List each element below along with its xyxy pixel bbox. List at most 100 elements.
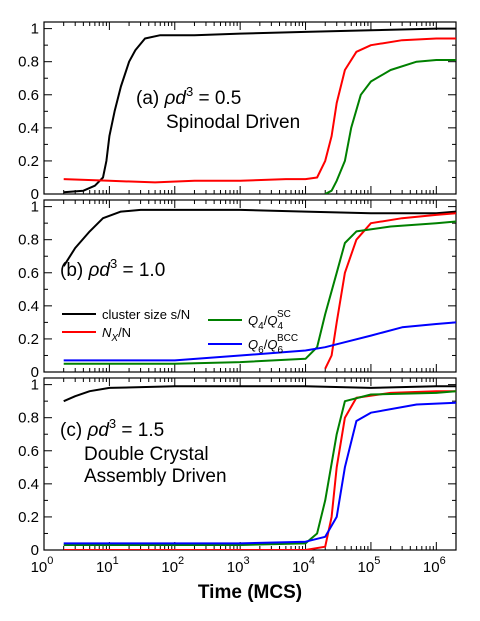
legend-q-num: Q — [248, 313, 258, 328]
legend-q-den-sup: SC — [277, 309, 291, 320]
x-tick-base: 10 — [227, 559, 244, 576]
legend-q-num-sub: 6 — [258, 345, 264, 356]
series-line-cluster — [62, 208, 456, 267]
panel-subtitle: Spinodal Driven — [166, 112, 300, 133]
y-tick-label: 0.2 — [18, 509, 39, 526]
series-line-q6 — [63, 321, 456, 362]
y-tick-label: 0.6 — [18, 87, 39, 104]
x-tick-base: 10 — [31, 559, 48, 576]
x-tick-exp: 2 — [178, 555, 184, 567]
series-line-nx — [63, 390, 456, 550]
panel-label: (b) ρd3 = 1.0 — [60, 256, 165, 281]
y-tick-label: 0.2 — [18, 153, 39, 170]
panel-label-value: = 1.5 — [116, 420, 164, 441]
panel-b: 0 0.2 0.4 0.6 0.8 1 (b) ρd3 = 1.0 cluster size … — [18, 199, 457, 381]
legend-nx-n: N — [102, 325, 112, 340]
y-tick-label: 0 — [31, 542, 39, 559]
panel-label-exp: 3 — [110, 256, 117, 271]
x-axis-title: Time (MCS) — [198, 582, 302, 603]
series-line-q4 — [324, 59, 456, 194]
legend-q-slash: / — [264, 337, 268, 352]
y-tick-label: 0 — [31, 186, 39, 203]
panel-label-rho: ρ — [88, 260, 100, 281]
panel-label-prefix: (b) — [60, 260, 89, 281]
panel-subtitle: Double Crystal — [84, 444, 209, 465]
legend-nx-den: /N — [118, 325, 131, 340]
x-tick-exp: 4 — [309, 555, 315, 567]
panel-subtitle: Assembly Driven — [84, 466, 227, 487]
panel-label-prefix: (a) — [136, 88, 165, 109]
series-line-q4 — [63, 220, 456, 365]
y-tick-label: 0.8 — [18, 410, 39, 427]
x-tick-exp: 1 — [113, 555, 119, 567]
y-tick-label: 0.4 — [18, 476, 39, 493]
panel-label-d: d — [99, 260, 111, 281]
series-line-q6 — [63, 401, 456, 545]
panel-label-value: = 0.5 — [193, 88, 241, 109]
panel-label: (c) ρd3 = 1.5 — [60, 416, 164, 441]
x-tick-exp: 3 — [243, 555, 249, 567]
legend-q-slash: / — [264, 313, 268, 328]
x-tick-label: 104 — [292, 555, 315, 576]
y-tick-label: 0.4 — [18, 120, 39, 137]
legend-q-num-sub: 4 — [258, 321, 264, 332]
legend-q-den: Q — [267, 337, 277, 352]
plot-frame — [43, 21, 457, 195]
panel-label-exp: 3 — [109, 416, 116, 431]
legend-nx-sub: X — [110, 333, 118, 344]
y-tick-label: 1 — [31, 199, 39, 216]
panel-label-d: d — [175, 88, 187, 109]
x-tick-exp: 6 — [440, 555, 446, 567]
y-tick-label: 1 — [31, 377, 39, 394]
legend-q-den-sub: 4 — [277, 321, 283, 332]
panel-label-exp: 3 — [186, 84, 193, 99]
x-tick-base: 10 — [358, 559, 375, 576]
y-tick-label: 0.8 — [18, 54, 39, 71]
x-tick-base: 10 — [96, 559, 113, 576]
y-tick-label: 0.4 — [18, 298, 39, 315]
panel-label-value: = 1.0 — [117, 260, 165, 281]
legend-label-cluster: cluster size s/N — [102, 307, 190, 322]
plot-frame — [43, 199, 457, 373]
panel-label-rho: ρ — [164, 88, 176, 109]
x-tick-label: 100 — [31, 555, 54, 576]
x-tick-label: 106 — [423, 555, 446, 576]
x-tick-exp: 0 — [47, 555, 53, 567]
series-line-cluster — [63, 385, 456, 403]
x-tick-exp: 5 — [374, 555, 380, 567]
x-tick-label: 105 — [358, 555, 381, 576]
x-tick-base: 10 — [423, 559, 440, 576]
panel-label: (a) ρd3 = 0.5 — [136, 84, 241, 109]
y-tick-label: 1 — [31, 21, 39, 38]
panel-label-rho: ρ — [86, 420, 98, 441]
x-tick-label: 103 — [227, 555, 250, 576]
series-line-nx — [63, 37, 456, 184]
panel-label-prefix: (c) — [60, 420, 87, 441]
x-tick-base: 10 — [161, 559, 178, 576]
x-tick-base: 10 — [292, 559, 309, 576]
panel-a: 0 0.2 0.4 0.6 0.8 1 (a) ρd3 = 0.5 Spinodal Driv… — [18, 21, 457, 203]
legend-q-den-sup: BCC — [277, 333, 298, 344]
y-tick-label: 0.6 — [18, 443, 39, 460]
y-tick-label: 0.6 — [18, 265, 39, 282]
y-tick-label: 0.8 — [18, 232, 39, 249]
panel-data — [63, 27, 456, 194]
y-tick-label: 0.2 — [18, 331, 39, 348]
x-tick-label: 101 — [96, 555, 119, 576]
series-line-cluster — [63, 27, 456, 194]
legend-label-q6: Q6/Q6BCC — [248, 333, 298, 356]
panel-label-d: d — [98, 420, 110, 441]
legend-label-nx: NX/N — [102, 325, 131, 344]
y-tick-label: 0 — [31, 364, 39, 381]
panel-data — [62, 208, 456, 370]
legend-q-num: Q — [248, 337, 258, 352]
panel-data — [63, 385, 456, 550]
legend-label-q4: Q4/Q4SC — [248, 309, 291, 332]
panel-c: 0 0.2 0.4 0.6 0.8 1 (c) ρd3 = 1.5 Double Crysta… — [18, 377, 457, 559]
series-line-q4 — [63, 390, 456, 546]
series-line-nx — [324, 212, 456, 370]
legend-q-den: Q — [267, 313, 277, 328]
x-tick-label: 102 — [161, 555, 184, 576]
